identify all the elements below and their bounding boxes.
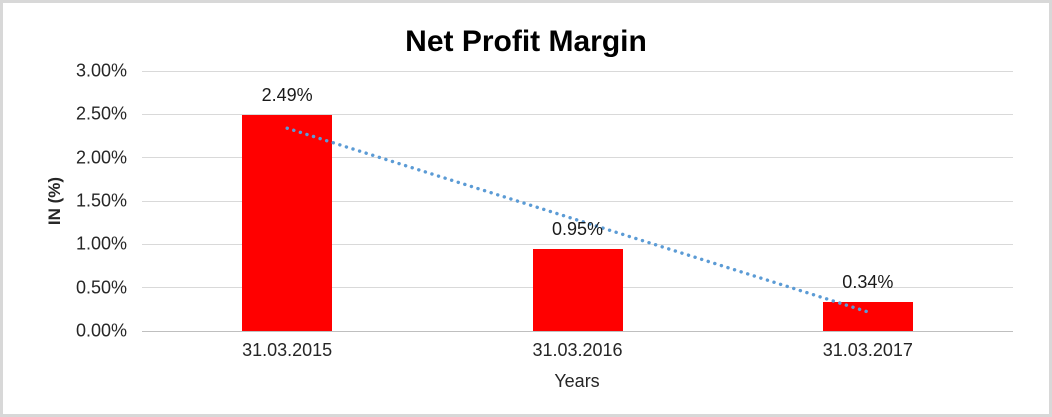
data-label: 2.49%	[261, 85, 313, 106]
bar	[532, 248, 623, 331]
gridline	[142, 113, 1013, 115]
gridline	[142, 200, 1013, 202]
x-axis-title: Years	[554, 371, 600, 391]
trendline	[285, 126, 870, 314]
x-tick-label: 31.03.2016	[532, 340, 623, 360]
gridline	[142, 157, 1013, 159]
gridline	[142, 243, 1013, 245]
gridline	[142, 70, 1013, 72]
y-tick-label: 0.00%	[75, 320, 127, 341]
plot-area: 2.49% 0.95% 0.34%	[142, 70, 1013, 332]
bar	[242, 115, 333, 331]
x-axis-line	[142, 330, 1013, 332]
y-tick-label: 1.50%	[75, 190, 127, 211]
y-tick-label: 2.00%	[75, 147, 127, 168]
bar	[822, 301, 913, 331]
y-tick-label: 2.50%	[75, 103, 127, 124]
y-tick-label: 0.50%	[75, 277, 127, 298]
y-tick-label: 3.00%	[75, 60, 127, 81]
chart-title: Net Profit Margin	[405, 25, 647, 58]
data-label: 0.95%	[551, 218, 604, 239]
data-label: 0.34%	[842, 271, 894, 292]
trendline-dotted-line	[285, 126, 870, 314]
y-tick-label: 1.00%	[75, 233, 127, 254]
x-tick-label: 31.03.2017	[822, 340, 913, 360]
x-tick-label: 31.03.2015	[242, 340, 333, 360]
